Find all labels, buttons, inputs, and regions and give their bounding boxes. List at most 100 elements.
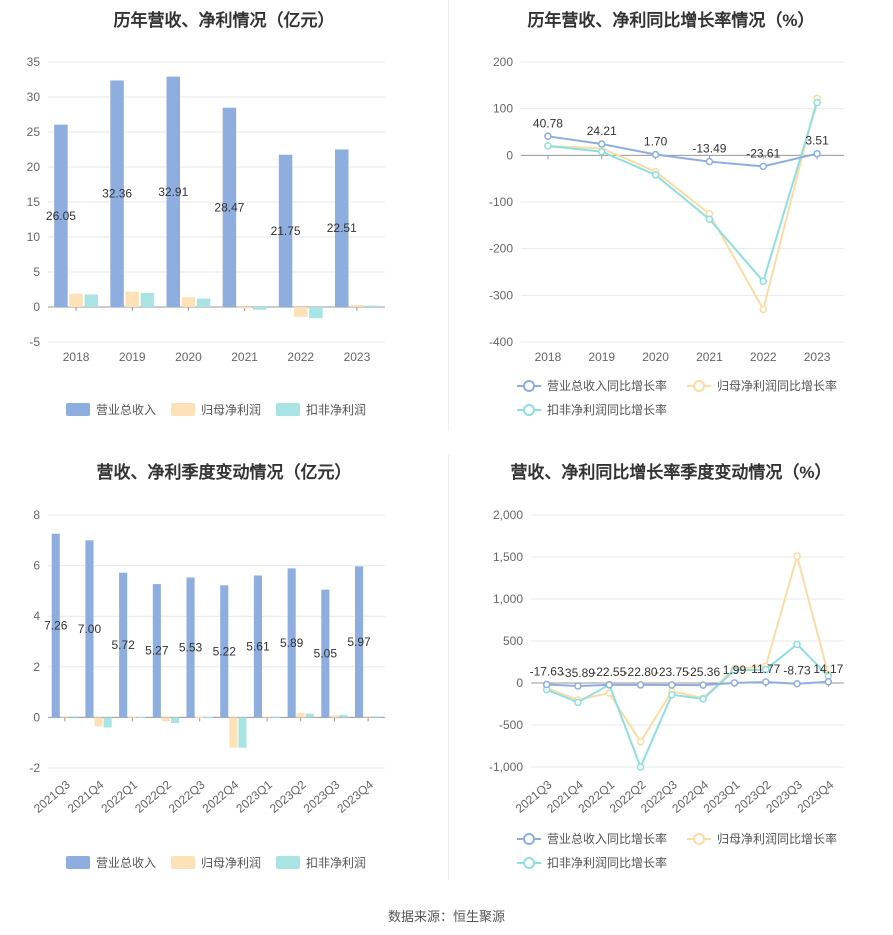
y-tick-label: 35 — [27, 55, 41, 69]
bar-data-label: 32.91 — [158, 185, 188, 199]
quarterly-bar-chart: 86420-22021Q32021Q42022Q12022Q22022Q3202… — [29, 508, 385, 870]
legend-label: 扣非净利润同比增长率 — [547, 402, 667, 417]
line-data-label: 1.70 — [644, 135, 668, 149]
series-point — [759, 305, 767, 314]
bar-net-profit — [181, 297, 196, 307]
y-tick-label: 0 — [33, 300, 40, 314]
legend-label: 归母净利润 — [201, 403, 261, 417]
y-tick-label: -200 — [489, 242, 513, 256]
x-tick-label: 2023 — [804, 350, 831, 364]
bar-revenue — [335, 149, 349, 307]
y-tick-label: 1,500 — [493, 550, 523, 564]
data-source-footer: 数据来源：恒生聚源 — [387, 909, 505, 924]
line-data-label: -25.36 — [686, 665, 720, 679]
x-tick-label: 2023Q4 — [334, 777, 376, 815]
annual-growth-panel: 历年营收、净利同比增长率情况（%） 200 100 0 -100 -200 -300 -40… — [449, 0, 893, 430]
y-tick-label: 200 — [493, 55, 513, 69]
bar-data-label: 5.22 — [213, 644, 237, 658]
y-tick-label: 0 — [33, 710, 40, 724]
bar-data-label: 21.75 — [271, 224, 301, 238]
bar-revenue — [222, 107, 237, 308]
legend-marker — [693, 380, 705, 392]
y-tick-label: 8 — [33, 508, 40, 522]
line-data-label: -22.80 — [624, 665, 658, 679]
series-point — [813, 149, 821, 158]
bar-net-profit — [94, 717, 103, 727]
bar-deducted-profit — [137, 716, 146, 718]
series-point — [813, 98, 821, 107]
bar-data-label: 32.36 — [102, 187, 132, 201]
y-tick-label: -2 — [29, 761, 40, 775]
series-point — [730, 679, 739, 687]
x-tick-label: 2019 — [119, 350, 146, 364]
y-tick-label: 0 — [506, 148, 513, 162]
y-tick-label: 20 — [27, 160, 41, 174]
legend-swatch — [276, 856, 300, 869]
series-point — [705, 157, 714, 166]
series-point — [636, 763, 645, 771]
bar-deducted-profit — [309, 307, 323, 319]
x-tick-label: 2023 — [344, 350, 371, 364]
bar-net-profit — [125, 291, 139, 307]
line-data-label: 40.78 — [533, 116, 563, 130]
y-tick-label: 500 — [503, 634, 523, 648]
x-tick-label: 2021Q3 — [31, 777, 73, 815]
y-tick-label: -1,000 — [489, 760, 523, 774]
bar-deducted-profit — [84, 294, 98, 307]
chart-title: 营收、净利同比增长率季度变动情况（%） — [510, 463, 832, 482]
y-tick-label: 2,000 — [493, 508, 523, 522]
legend-label: 归母净利润同比增长率 — [717, 831, 837, 846]
x-tick-label: 2022Q2 — [132, 777, 174, 815]
line-data-label: 24.21 — [587, 124, 617, 138]
bar-deducted-profit — [204, 717, 213, 719]
series-point — [651, 150, 660, 159]
bar-revenue — [355, 566, 364, 718]
bar-deducted-profit — [140, 293, 155, 307]
bar-net-profit — [229, 717, 238, 748]
legend-marker — [693, 833, 705, 845]
series-line-net-profit — [546, 552, 830, 744]
bar-data-label: 7.26 — [44, 619, 68, 633]
series-point — [668, 691, 676, 699]
series-point — [705, 215, 714, 224]
line-data-label: -23.75 — [655, 665, 689, 679]
bar-deducted-profit — [103, 717, 112, 728]
series-point — [574, 682, 582, 690]
annual-bar-chart: 35 30 25 20 15 10 5 0 -5 2018 2019 2020 2021 2022 2023… — [27, 55, 385, 417]
y-tick-label: 30 — [27, 90, 41, 104]
line-data-label: -8.73 — [783, 664, 811, 678]
line-data-label: 1.99 — [723, 663, 747, 677]
bar-revenue — [220, 585, 229, 718]
x-tick-label: 2022Q4 — [200, 777, 242, 815]
line-data-label: 3.51 — [805, 134, 829, 148]
series-point — [759, 162, 767, 171]
x-tick-label: 2018 — [63, 350, 90, 364]
bar-net-profit — [294, 307, 308, 317]
series-point — [544, 142, 552, 150]
bar-revenue — [166, 76, 180, 307]
x-tick-label: 2020 — [642, 350, 669, 364]
y-tick-label: 6 — [33, 559, 40, 573]
series-point — [636, 738, 645, 746]
bar-net-profit — [237, 307, 252, 309]
bar-data-label: 5.05 — [314, 647, 338, 661]
chart-title: 营收、净利季度变动情况（亿元） — [96, 463, 352, 482]
bar-revenue — [51, 533, 60, 718]
legend-swatch — [66, 403, 90, 416]
series-line-deducted-profit — [547, 102, 819, 284]
x-tick-label: 2022 — [287, 350, 314, 364]
series-point — [651, 171, 660, 179]
bar-data-label: 5.72 — [111, 638, 135, 652]
bar-deducted-profit — [69, 716, 78, 718]
series-point — [598, 140, 606, 148]
x-tick-label: 2018 — [535, 350, 562, 364]
bar-deducted-profit — [272, 716, 281, 718]
annual-revenue-profit-panel: 历年营收、净利情况（亿元） 35 30 25 20 15 10 5 0 -5 2018 2019 20… — [0, 0, 448, 430]
x-tick-label: 2023Q3 — [301, 777, 343, 815]
x-tick-label: 2023Q2 — [267, 777, 309, 815]
legend-marker — [523, 380, 535, 392]
series-point — [636, 681, 645, 689]
bar-net-profit — [128, 716, 137, 718]
y-tick-label: 100 — [493, 102, 513, 116]
x-tick-label: 2019 — [588, 350, 615, 364]
